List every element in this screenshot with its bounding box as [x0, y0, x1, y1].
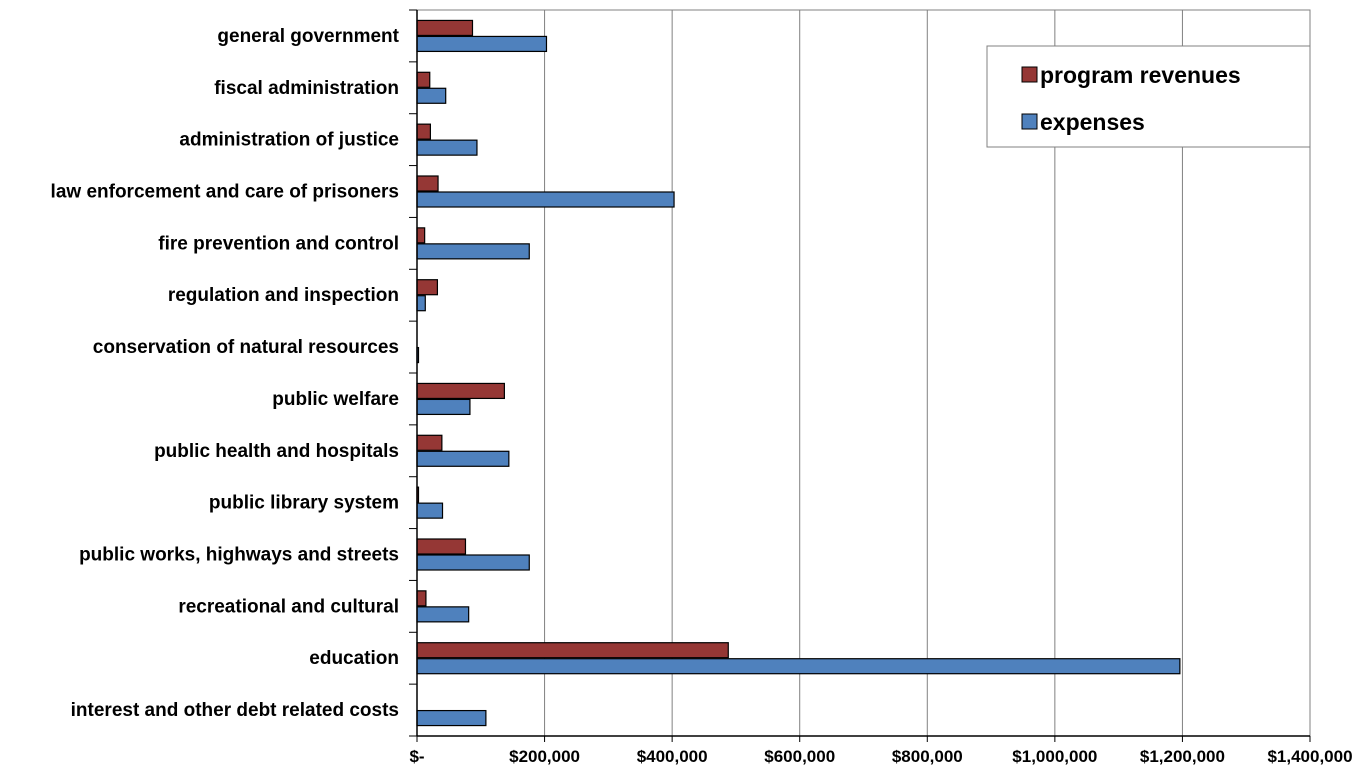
bar-program-revenues-2 — [416, 123, 431, 140]
bar-program-revenues-0 — [416, 19, 474, 37]
bar-program-revenues-4 — [416, 227, 426, 244]
legend-swatch-program-revenues — [1021, 66, 1038, 83]
value-axis-tick-labels: $- $200,000 $400,000 $600,000 $800,000 $1,000… — [409, 747, 1352, 766]
bar-expenses-7 — [416, 398, 471, 416]
bar-program-revenues-11 — [416, 590, 427, 607]
category-label: law enforcement and care of prisoners — [51, 182, 399, 203]
bar-expenses-2 — [416, 139, 478, 156]
legend-label-expenses: expenses — [1040, 109, 1145, 135]
x-tick-label: $600,000 — [764, 747, 835, 766]
category-label: fire prevention and control — [158, 233, 399, 254]
bar-expenses-13 — [416, 709, 487, 727]
category-label: administration of justice — [179, 130, 399, 151]
bars — [416, 19, 1181, 727]
bar-program-revenues-5 — [416, 279, 439, 296]
legend: program revenues expenses — [986, 45, 1311, 148]
bar-program-revenues-1 — [416, 71, 431, 88]
bar-program-revenues-7 — [416, 382, 505, 400]
category-label: public library system — [209, 493, 399, 514]
x-tick-label: $- — [409, 747, 424, 766]
category-label: fiscal administration — [214, 78, 399, 99]
bar-expenses-5 — [416, 295, 426, 312]
category-label: public health and hospitals — [154, 441, 399, 462]
category-label: conservation of natural resources — [93, 337, 399, 358]
bar-expenses-4 — [416, 243, 530, 260]
x-tick-label: $200,000 — [509, 747, 580, 766]
legend-label-program-revenues: program revenues — [1040, 62, 1241, 88]
category-label: education — [309, 648, 399, 669]
category-label: regulation and inspection — [168, 285, 399, 306]
category-label: interest and other debt related costs — [71, 700, 399, 721]
x-tick-label: $1,000,000 — [1012, 747, 1097, 766]
bar-expenses-0 — [416, 35, 548, 53]
bar-expenses-11 — [416, 606, 470, 623]
bar-expenses-8 — [416, 450, 510, 467]
category-label: public welfare — [272, 389, 399, 410]
category-label: public works, highways and streets — [79, 545, 399, 566]
bar-program-revenues-10 — [416, 538, 467, 555]
bar-expenses-9 — [416, 502, 444, 519]
bar-program-revenues-8 — [416, 434, 443, 451]
category-axis — [409, 9, 1311, 742]
x-tick-label: $1,400,000 — [1267, 747, 1352, 766]
bar-expenses-3 — [416, 191, 675, 208]
x-tick-label: $800,000 — [892, 747, 963, 766]
category-label: general government — [217, 26, 399, 47]
x-tick-label: $400,000 — [637, 747, 708, 766]
category-label: recreational and cultural — [178, 596, 399, 617]
x-tick-label: $1,200,000 — [1140, 747, 1225, 766]
bar-program-revenues-3 — [416, 175, 439, 192]
bar-expenses-1 — [416, 87, 447, 104]
legend-box — [986, 45, 1311, 148]
legend-swatch-expenses — [1021, 113, 1038, 130]
bar-program-revenues-12 — [416, 642, 729, 659]
bar-expenses-12 — [416, 658, 1181, 675]
bar-expenses-10 — [416, 554, 530, 571]
category-labels: general government fiscal administration a… — [51, 26, 400, 721]
